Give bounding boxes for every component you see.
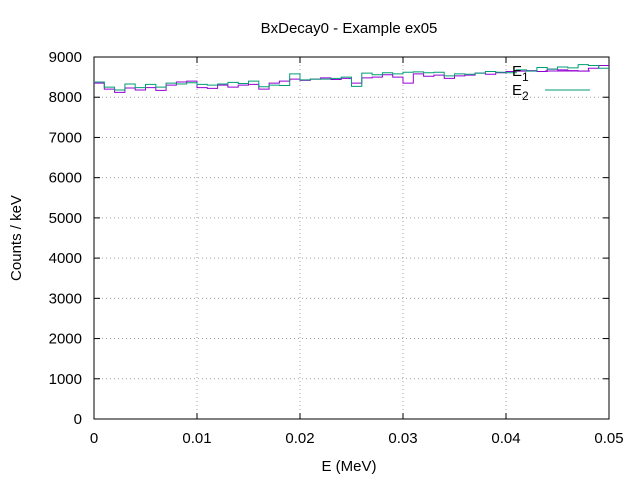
legend: E1 E2 [512, 63, 590, 103]
x-tick-label: 0.02 [285, 430, 314, 447]
y-tick-label: 1000 [49, 371, 82, 388]
x-tick-label: 0 [90, 430, 98, 447]
plot-frame [93, 56, 610, 420]
legend-label-e1: E1 [512, 63, 529, 84]
x-tick-label: 0.04 [491, 430, 520, 447]
y-tick-label: 4000 [49, 250, 82, 267]
x-axis-label: E (MeV) [321, 458, 376, 475]
y-tick-label: 9000 [49, 49, 82, 66]
y-tick-label: 5000 [49, 210, 82, 227]
x-tick-label: 0.05 [594, 430, 623, 447]
y-axis-label: Counts / keV [8, 195, 25, 281]
y-tick-label: 7000 [49, 129, 82, 146]
x-tick-label: 0.01 [182, 430, 211, 447]
axis-ticks: 0 0.01 0.02 0.03 0.04 0.05 0 1000 2000 3000 4000 50… [49, 49, 624, 447]
x-tick-label: 0.03 [388, 430, 417, 447]
y-tick-label: 0 [74, 411, 82, 428]
legend-entry-e2: E2 [512, 82, 590, 103]
y-tick-label: 3000 [49, 290, 82, 307]
y-tick-label: 6000 [49, 170, 82, 187]
series-line-e2 [94, 64, 609, 91]
series-layer [94, 64, 609, 93]
legend-label-e2: E2 [512, 82, 529, 103]
y-tick-label: 8000 [49, 89, 82, 106]
y-tick-label: 2000 [49, 331, 82, 348]
chart-title: BxDecay0 - Example ex05 [261, 20, 438, 37]
grid-lines [94, 57, 609, 419]
legend-entry-e1: E1 [512, 63, 590, 84]
